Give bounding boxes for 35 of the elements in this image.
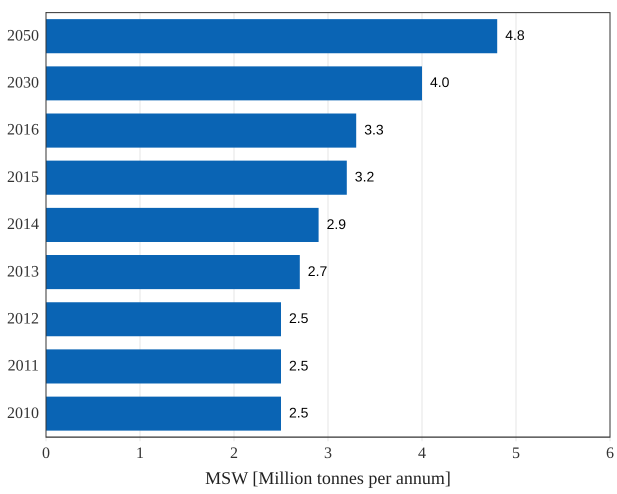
y-tick-label: 2030 <box>7 74 39 92</box>
bar <box>46 19 498 54</box>
bar <box>46 349 281 384</box>
data-label: 3.3 <box>364 121 384 138</box>
x-tick-label: 3 <box>324 445 332 462</box>
bar <box>46 66 422 100</box>
bar <box>46 302 281 336</box>
bar <box>46 396 281 431</box>
y-tick-label: 2015 <box>7 168 39 186</box>
bar <box>46 160 347 195</box>
y-tick-label: 2014 <box>7 216 39 234</box>
data-label: 2.5 <box>289 404 309 420</box>
y-tick-label: 2011 <box>8 358 39 375</box>
y-tick-label: 2013 <box>7 263 39 280</box>
y-tick-label: 2050 <box>7 27 39 44</box>
x-tick-label: 4 <box>418 445 426 462</box>
x-tick-label: 5 <box>512 445 520 462</box>
bar <box>46 208 319 242</box>
x-tick-label: 0 <box>42 445 50 462</box>
data-label: 4.0 <box>430 74 450 90</box>
data-label: 4.8 <box>505 27 525 44</box>
bar <box>46 255 300 290</box>
data-label: 2.9 <box>326 216 346 232</box>
data-label: 2.5 <box>289 310 309 326</box>
x-tick-label: 1 <box>136 445 144 462</box>
y-tick-label: 2016 <box>7 122 39 139</box>
data-label: 2.5 <box>289 357 309 374</box>
data-label: 2.7 <box>308 262 328 279</box>
y-tick-label: 2012 <box>7 310 39 328</box>
data-label: 3.2 <box>354 168 374 185</box>
x-tick-label: 2 <box>230 445 238 462</box>
bar <box>46 114 356 148</box>
y-tick-label: 2010 <box>7 404 39 422</box>
x-axis-title: MSW [Million tonnes per annum] <box>205 468 451 488</box>
x-tick-label: 6 <box>606 445 614 462</box>
